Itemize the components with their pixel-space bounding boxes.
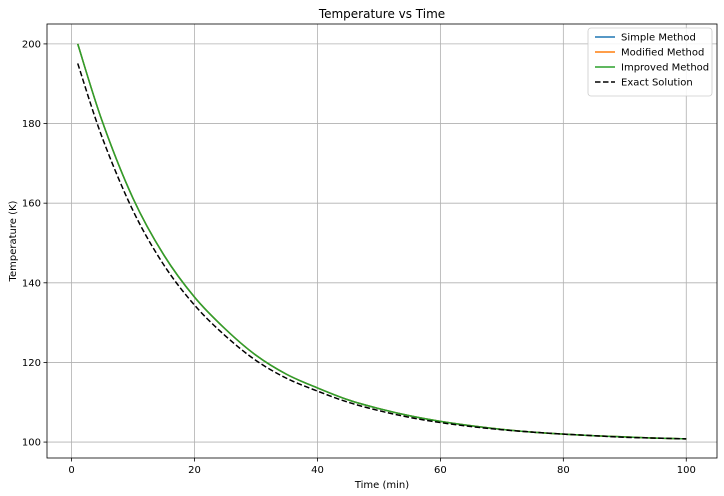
y-axis-label: Temperature (K) [8,200,19,282]
x-tick-label: 100 [677,465,696,476]
y-tick-label: 140 [22,278,41,289]
series-line-exact-solution [77,63,687,440]
legend-label: Modified Method [621,48,704,59]
chart-title: Temperature vs Time [318,7,445,21]
axis-ticks: 0 20 40 60 80 100 100 120 140 160 180 200 [22,39,696,476]
series-lines [77,43,687,440]
y-tick-label: 160 [22,199,41,210]
x-tick-label: 0 [68,465,74,476]
grid-lines [47,24,717,458]
legend-label: Simple Method [621,33,696,44]
legend-label: Improved Method [621,63,709,74]
x-tick-label: 40 [311,465,324,476]
y-tick-label: 100 [22,438,41,449]
y-tick-label: 120 [22,358,41,369]
x-tick-label: 80 [557,465,570,476]
legend-frame [587,27,713,97]
legend-label: Exact Solution [621,78,693,89]
x-tick-label: 60 [434,465,447,476]
x-tick-label: 20 [188,465,201,476]
y-tick-label: 180 [22,119,41,130]
y-tick-label: 200 [22,39,41,50]
plot-frame [46,23,718,459]
legend: Simple Method Modified Method Improved Met… [587,27,713,97]
x-axis-label: Time (min) [354,480,409,491]
